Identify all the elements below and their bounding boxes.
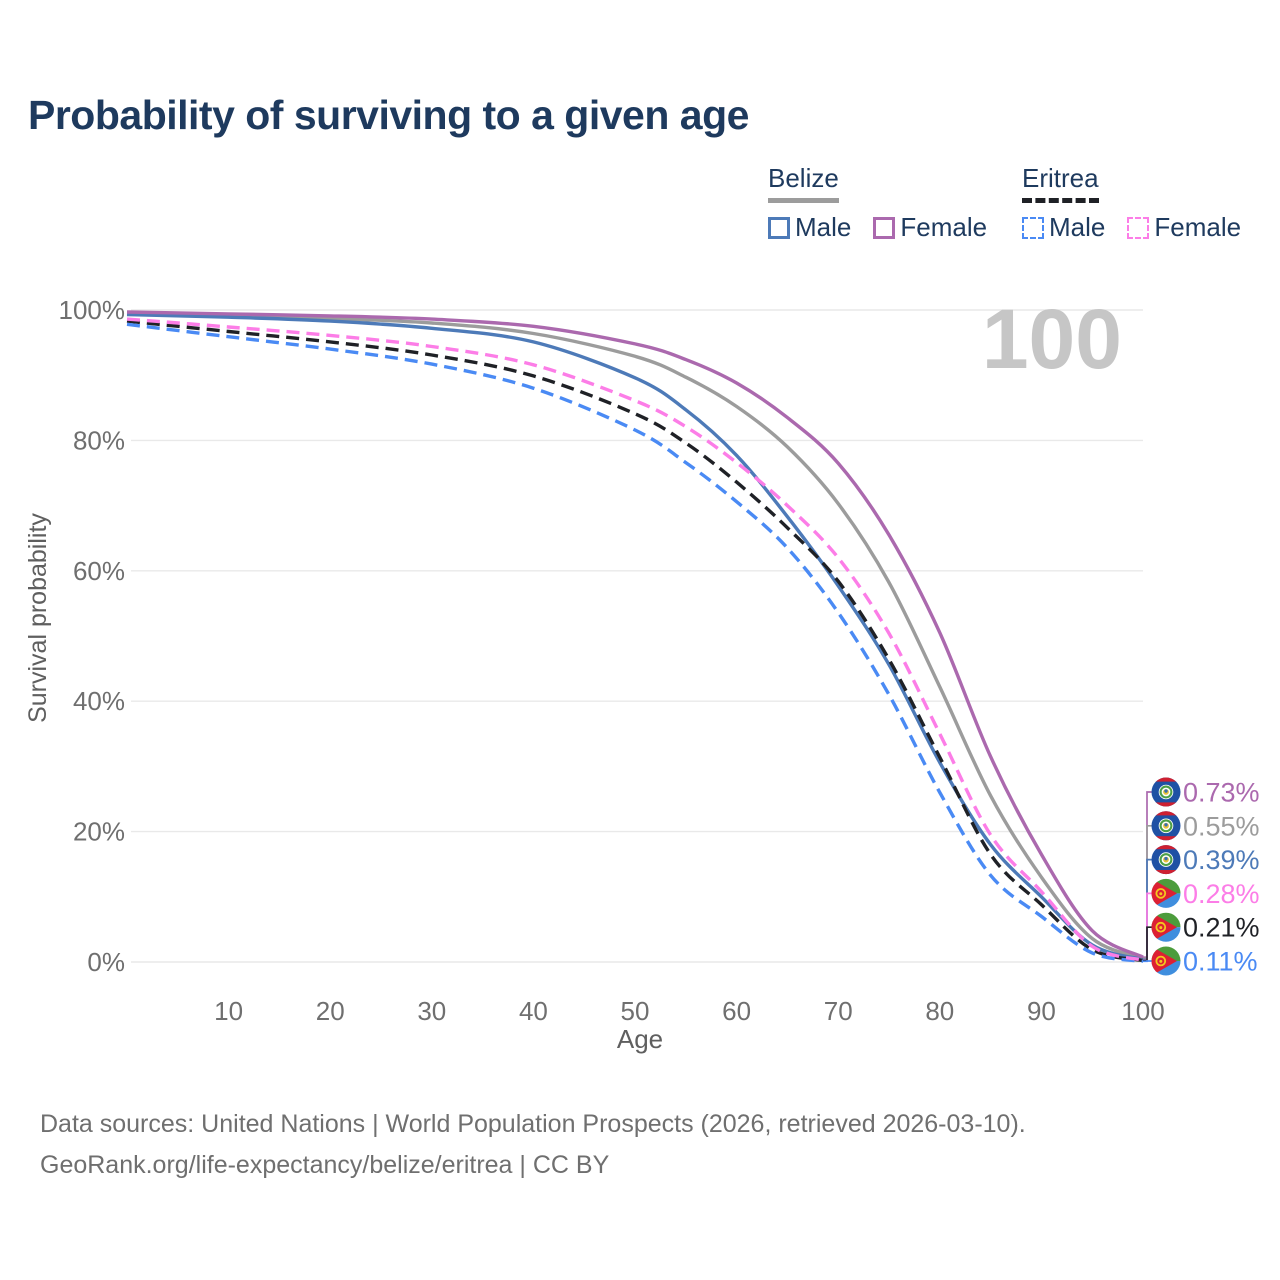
legend-group-belize: Belize Male Female [768, 163, 987, 243]
eritrea-flag-icon [1151, 912, 1181, 942]
y-tick-label: 60% [73, 556, 125, 586]
x-tick-label: 60 [722, 996, 751, 1026]
curve-belize-male[interactable] [126, 312, 1144, 962]
y-tick-label: 20% [73, 817, 125, 847]
curve-eritrea-female[interactable] [126, 317, 1144, 962]
legend-belize-entries: Male Female [768, 212, 987, 243]
end-value-label-belize-female: 0.73% [1183, 778, 1260, 808]
y-tick-label: 100% [59, 295, 126, 325]
x-tick-label: 10 [214, 996, 243, 1026]
legend-eritrea-header[interactable]: Eritrea [1022, 163, 1099, 203]
curve-eritrea-male[interactable] [126, 322, 1144, 963]
x-tick-label: 40 [519, 996, 548, 1026]
end-label-connector [1143, 926, 1152, 962]
watermark-100: 100 [982, 292, 1122, 386]
x-tick-label: 80 [925, 996, 954, 1026]
belize-flag-icon [1151, 777, 1181, 807]
footer: Data sources: United Nations | World Pop… [40, 1104, 1026, 1186]
x-tick-label: 30 [417, 996, 446, 1026]
belize-male-swatch-icon [768, 216, 790, 239]
end-value-label-belize-both-sexes: 0.55% [1183, 811, 1260, 841]
y-tick-label: 80% [73, 425, 125, 455]
legend-entry-label: Male [1049, 212, 1106, 242]
legend-entry-label: Female [1154, 212, 1242, 242]
legend-entry-belize-female[interactable]: Female [873, 212, 987, 243]
page-title: Probability of surviving to a given age [28, 92, 749, 138]
end-value-label-eritrea-male: 0.11% [1183, 947, 1258, 977]
legend-entry-eritrea-female[interactable]: Female [1127, 212, 1241, 243]
footer-data-sources: Data sources: United Nations | World Pop… [40, 1110, 1026, 1138]
eritrea-flag-icon [1151, 946, 1181, 976]
eritrea-flag-icon [1151, 878, 1181, 908]
belize-flag-icon [1151, 811, 1181, 841]
x-tick-label: 70 [824, 996, 853, 1026]
end-value-label-belize-male: 0.39% [1183, 845, 1260, 875]
y-axis-title: Survival probability [24, 513, 52, 723]
curve-belize-female[interactable] [126, 310, 1144, 959]
belize-flag-icon [1151, 845, 1181, 875]
eritrea-female-swatch-icon [1127, 216, 1150, 239]
legend-entry-belize-male[interactable]: Male [768, 212, 851, 243]
legend-belize-header[interactable]: Belize [768, 163, 839, 203]
y-tick-label: 0% [87, 947, 125, 977]
x-tick-label: 90 [1027, 996, 1056, 1026]
x-tick-label: 50 [621, 996, 650, 1026]
legend-entry-eritrea-male[interactable]: Male [1022, 212, 1105, 243]
end-value-label-eritrea-both-sexes: 0.21% [1183, 913, 1260, 943]
legend-entry-label: Male [795, 212, 852, 242]
curve-eritrea-both-sexes[interactable] [126, 319, 1144, 963]
legend-group-eritrea: Eritrea Male Female [1022, 163, 1241, 243]
footer-attribution: GeoRank.org/life-expectancy/belize/eritr… [40, 1151, 610, 1179]
legend-entry-label: Female [900, 212, 988, 242]
belize-female-swatch-icon [873, 216, 896, 239]
x-axis-title: Age [617, 1024, 663, 1054]
end-value-label-eritrea-female: 0.28% [1183, 879, 1260, 909]
y-tick-label: 40% [73, 686, 125, 716]
eritrea-male-swatch-icon [1022, 216, 1044, 239]
legend-eritrea-entries: Male Female [1022, 212, 1241, 243]
x-tick-label: 20 [316, 996, 345, 1026]
curve-belize-both-sexes[interactable] [126, 311, 1144, 961]
x-tick-label: 100 [1121, 996, 1164, 1026]
